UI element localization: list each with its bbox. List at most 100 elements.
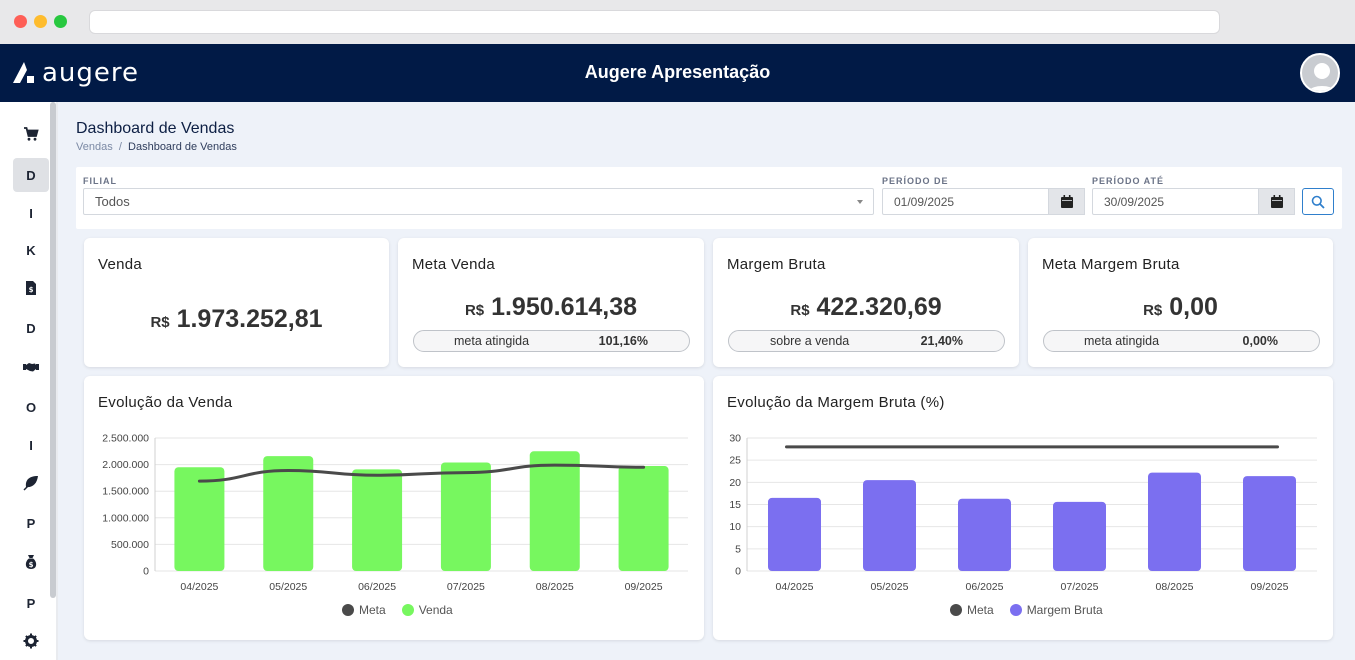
calendar-icon [1270, 195, 1283, 208]
breadcrumb-parent[interactable]: Vendas [76, 141, 113, 153]
x-tick-label: 07/2025 [447, 581, 485, 593]
window-minimize-button[interactable] [34, 15, 47, 28]
currency-symbol: R$ [150, 314, 170, 331]
chart-venda: 2.500.000 2.000.000 1.500.000 1.000.000 500.… [102, 433, 688, 593]
sidebar-item-settings[interactable] [13, 624, 49, 658]
meta-line [197, 463, 646, 483]
filial-select[interactable]: Todos [83, 188, 874, 215]
kpi-badge-label: sobre a venda [770, 334, 850, 348]
legend-label-margem[interactable]: Margem Bruta [1026, 603, 1103, 617]
sidebar-item-money-bag[interactable]: $ [13, 545, 49, 579]
kpi-badge-label: meta atingida [1084, 334, 1160, 348]
sidebar-item-d[interactable]: D [13, 158, 49, 192]
kpi-title-meta-margem: Meta Margem Bruta [1042, 256, 1180, 273]
x-tick-label: 04/2025 [776, 581, 814, 593]
sidebar-item-d2[interactable]: D [26, 320, 36, 336]
kpi-value-margem-bruta: R$ 422.320,69 [713, 293, 1019, 322]
kpi-badge-margem-bruta: sobre a venda 21,40% [728, 330, 1005, 352]
y-tick-label: 1.000.000 [102, 512, 149, 524]
search-button[interactable] [1302, 188, 1334, 215]
user-icon [1307, 63, 1337, 91]
periodo-ate-label: PERÍODO ATÉ [1092, 176, 1165, 186]
sidebar-item-k[interactable]: K [26, 242, 36, 258]
legend-marker-meta [342, 604, 354, 616]
sidebar-item-p2[interactable]: P [26, 595, 36, 611]
kpi-amount-venda: 1.973.252,81 [176, 305, 323, 333]
page-title: Dashboard de Vendas [76, 120, 235, 137]
periodo-ate-input[interactable]: 30/09/2025 [1092, 188, 1259, 215]
y-tick-label: 30 [729, 433, 741, 445]
periodo-de-calendar-button[interactable] [1048, 188, 1085, 215]
x-tick-label: 06/2025 [358, 581, 396, 593]
sidebar-item-invoice[interactable]: $ [13, 271, 49, 305]
app-header: augere Augere Apresentação [0, 44, 1355, 102]
y-tick-label: 500.000 [111, 539, 149, 551]
y-tick-label: 20 [729, 477, 741, 489]
y-tick-label: 15 [729, 499, 741, 511]
currency-symbol: R$ [1143, 302, 1163, 319]
leaf-icon [23, 476, 38, 491]
address-bar[interactable] [89, 10, 1220, 34]
sidebar-item-p[interactable]: P [26, 515, 36, 531]
y-tick-label: 0 [143, 566, 149, 578]
gear-icon [23, 633, 39, 649]
sidebar-item-o[interactable]: O [25, 399, 37, 415]
sidebar-scrollbar[interactable] [50, 102, 56, 598]
x-tick-label: 08/2025 [536, 581, 574, 593]
svg-text:$: $ [29, 561, 34, 569]
bar [1243, 476, 1296, 571]
logo[interactable]: augere [12, 58, 139, 88]
kpi-badge-meta-venda: meta atingida 101,16% [413, 330, 690, 352]
kpi-title-meta-venda: Meta Venda [412, 256, 496, 273]
sidebar-item-i[interactable]: I [29, 205, 33, 221]
periodo-de-input[interactable]: 01/09/2025 [882, 188, 1049, 215]
kpi-card-margem-bruta: Margem Bruta R$ 422.320,69 sobre a venda… [713, 238, 1019, 367]
legend-marker-margem [1009, 604, 1022, 616]
sidebar-item-handshake[interactable] [13, 350, 49, 384]
bar [1148, 472, 1201, 571]
kpi-badge-meta-margem: meta atingida 0,00% [1043, 330, 1320, 352]
app-title: Augere Apresentação [584, 62, 771, 82]
calendar-icon [1060, 195, 1073, 208]
legend-marker-venda [401, 604, 414, 616]
breadcrumb-separator: / [118, 141, 122, 153]
x-tick-label: 05/2025 [871, 581, 909, 593]
x-tick-label: 09/2025 [1251, 581, 1289, 593]
bar [768, 497, 821, 571]
chart-title-margem: Evolução da Margem Bruta (%) [727, 394, 945, 411]
user-avatar[interactable] [1300, 53, 1340, 93]
breadcrumb-current: Dashboard de Vendas [128, 141, 237, 153]
chart-margem: 30 25 20 15 10 5 0 04/2025 05/2025 06/2025 07/2025… [729, 433, 1317, 593]
augere-logo-icon [13, 62, 34, 83]
kpi-title-margem-bruta: Margem Bruta [727, 256, 826, 273]
periodo-ate-calendar-button[interactable] [1258, 188, 1295, 215]
sidebar-item-leaf[interactable] [13, 466, 49, 500]
x-tick-label: 04/2025 [180, 581, 218, 593]
bar [440, 462, 491, 571]
kpi-card-meta-margem: Meta Margem Bruta R$ 0,00 meta atingida … [1028, 238, 1333, 367]
legend-marker-meta [950, 604, 962, 616]
sidebar-item-cart[interactable] [13, 117, 49, 151]
kpi-badge-value: 21,40% [920, 334, 963, 348]
handshake-icon [23, 363, 39, 372]
legend-label-meta[interactable]: Meta [359, 603, 386, 617]
y-tick-label: 5 [735, 543, 741, 555]
chart-card-margem: Evolução da Margem Bruta (%) 30 25 20 15 10 5… [713, 376, 1333, 640]
currency-symbol: R$ [464, 302, 485, 319]
filial-value: Todos [95, 194, 130, 209]
window-close-button[interactable] [14, 15, 27, 28]
kpi-title-venda: Venda [98, 256, 143, 273]
chart-legend-margem: Meta Margem Bruta [950, 603, 1103, 617]
legend-label-venda[interactable]: Venda [418, 603, 453, 617]
kpi-card-meta-venda: Meta Venda R$ 1.950.614,38 meta atingida… [398, 238, 704, 367]
sidebar-item-i2[interactable]: I [29, 437, 33, 453]
y-tick-label: 1.500.000 [102, 486, 149, 498]
breadcrumb: Vendas / Dashboard de Vendas [76, 141, 237, 153]
chart-title-venda: Evolução da Venda [98, 394, 233, 411]
window-maximize-button[interactable] [54, 15, 67, 28]
legend-label-meta[interactable]: Meta [967, 603, 994, 617]
x-tick-label: 06/2025 [966, 581, 1004, 593]
money-bag-icon: $ [25, 555, 37, 569]
kpi-badge-value: 101,16% [598, 334, 648, 348]
kpi-value-meta-margem: R$ 0,00 [1028, 293, 1333, 322]
